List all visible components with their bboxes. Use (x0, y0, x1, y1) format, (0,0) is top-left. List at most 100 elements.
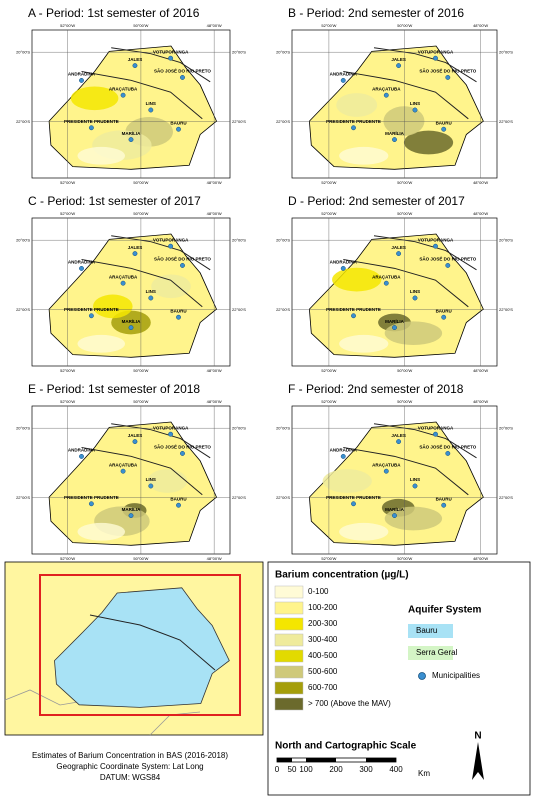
latitude-label: 20°00'S (276, 237, 290, 242)
city-label: ANDRADINA (330, 448, 358, 453)
river (343, 70, 469, 120)
longitude-label: 52°00'W (60, 211, 75, 216)
city-label: ANDRADINA (68, 72, 96, 77)
longitude-label: 48°00'W (473, 556, 488, 561)
longitude-label: 48°00'W (207, 556, 222, 561)
latitude-label: 20°00'S (232, 237, 246, 242)
municipality-marker (148, 107, 154, 113)
municipality-marker (148, 295, 154, 301)
latitude-label: 20°00'S (232, 425, 246, 430)
longitude-label: 48°00'W (473, 211, 488, 216)
city-label: JALES (128, 433, 143, 438)
city-label: MARÍLIA (385, 129, 404, 136)
legend-swatch (274, 617, 304, 631)
concentration-zone (384, 321, 443, 346)
scale-bar-segment (366, 758, 396, 762)
latitude-label: 20°00'S (16, 237, 30, 242)
city-label: SÃO JOSÉ DO RIO PRETO (154, 67, 211, 74)
scale-bar-segment (306, 758, 336, 762)
latitude-label: 20°00'S (499, 237, 513, 242)
municipality-marker (176, 502, 181, 508)
city-label: JALES (128, 245, 143, 250)
latitude-label: 22°00'S (276, 495, 290, 500)
legend-swatch (274, 601, 304, 615)
concentration-zone (77, 146, 126, 165)
legend-label: 400-500 (308, 651, 338, 660)
panel-title: C - Period: 1st semester of 2017 (28, 194, 201, 208)
city-label: VOTUPORANGA (418, 425, 454, 430)
river (111, 235, 211, 271)
river (81, 70, 203, 120)
city-label: LINS (410, 101, 420, 106)
municipality-marker (445, 74, 451, 80)
latitude-label: 22°00'S (276, 307, 290, 312)
longitude-label: 48°00'W (207, 23, 222, 28)
longitude-label: 52°00'W (321, 23, 336, 28)
latitude-label: 22°00'S (499, 307, 513, 312)
city-label: ARAÇATUBA (109, 274, 138, 279)
study-area (48, 421, 217, 546)
legend-box (267, 561, 531, 796)
longitude-label: 48°00'W (473, 368, 488, 373)
latitude-label: 22°00'S (232, 495, 246, 500)
longitude-label: 50°00'W (397, 180, 412, 185)
legend-title: Barium concentration (µg/L) (275, 570, 409, 581)
river (81, 446, 203, 496)
legend-label: 300-400 (308, 635, 338, 644)
municipality-marker (412, 483, 418, 489)
municipality-marker (176, 314, 181, 320)
longitude-label: 48°00'W (207, 368, 222, 373)
latitude-label: 22°00'S (499, 119, 513, 124)
legend-label: 500-600 (308, 667, 338, 676)
longitude-label: 48°00'W (207, 399, 222, 404)
city-label: ANDRADINA (330, 72, 358, 77)
municipality-marker (180, 262, 185, 268)
river (373, 235, 477, 271)
concentration-zone (70, 86, 119, 111)
municipality-marker (441, 126, 447, 132)
municipality-marker (340, 453, 346, 459)
scale-label: 50 (288, 765, 297, 774)
city-label: MARÍLIA (122, 317, 141, 324)
inset-river (89, 614, 216, 671)
latitude-label: 22°00'S (16, 495, 30, 500)
aquifer-label: Bauru (416, 626, 437, 635)
municipality-marker (433, 55, 438, 61)
legend-swatch (274, 665, 304, 679)
concentration-zone (77, 522, 126, 541)
municipality-marker (340, 77, 346, 83)
north-label: N (474, 731, 481, 742)
municipality-marker (148, 483, 154, 489)
city-label: VOTUPORANGA (153, 237, 189, 242)
city-label: ARAÇATUBA (109, 86, 138, 91)
municipality-marker (128, 137, 134, 143)
city-label: MARÍLIA (385, 317, 404, 324)
aquifer-label: Serra Geral (416, 648, 458, 657)
river (373, 423, 477, 459)
latitude-label: 22°00'S (232, 307, 246, 312)
city-label: ARAÇATUBA (372, 274, 401, 279)
city-label: VOTUPORANGA (418, 49, 454, 54)
municipality-marker (396, 63, 402, 69)
concentration-zone (336, 93, 378, 117)
city-label: ARAÇATUBA (372, 462, 401, 467)
municipality-marker (120, 468, 126, 474)
legend-swatch (274, 649, 304, 663)
city-label: LINS (410, 289, 420, 294)
municipality-marker (180, 450, 185, 456)
municipality-marker (433, 243, 438, 249)
longitude-label: 48°00'W (473, 180, 488, 185)
latitude-label: 22°00'S (16, 119, 30, 124)
municipality-marker (168, 431, 174, 437)
municipality-marker (396, 251, 402, 257)
municipality-marker (79, 453, 84, 459)
municipality-marker (79, 265, 84, 271)
scale-label: 200 (329, 765, 343, 774)
municipality-marker (351, 501, 356, 507)
longitude-label: 52°00'W (60, 368, 75, 373)
legend-swatch (274, 585, 304, 599)
city-label: JALES (391, 57, 406, 62)
latitude-label: 20°00'S (16, 425, 30, 430)
scale-label: 300 (359, 765, 373, 774)
